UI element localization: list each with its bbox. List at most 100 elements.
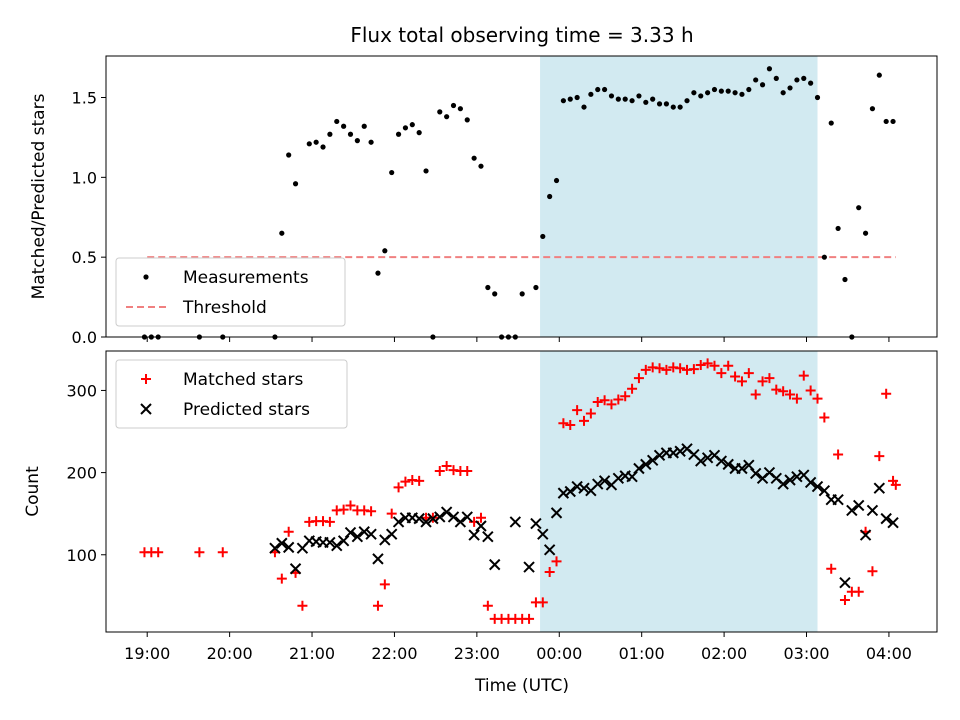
matched-stars-point xyxy=(475,512,486,523)
matched-stars-point xyxy=(283,526,294,537)
x-tick-label: 19:00 xyxy=(124,644,170,663)
star-count-panel: 100 200 300 19:00 20:00 21:00 22:00 23:00 00:00 0… xyxy=(23,350,938,663)
matched-stars-point xyxy=(386,508,397,519)
measurement-point xyxy=(540,233,546,240)
measurement-point xyxy=(773,75,779,81)
x-tick-label: 02:00 xyxy=(701,644,747,663)
predicted-stars-point xyxy=(509,516,522,528)
predicted-stars-point xyxy=(440,506,453,518)
predicted-stars-point xyxy=(695,455,707,467)
measurement-point xyxy=(471,155,477,161)
predicted-stars-point xyxy=(646,454,659,466)
measurement-point xyxy=(876,72,882,78)
predicted-stars-point xyxy=(804,476,817,489)
matched-stars-point xyxy=(441,461,452,472)
y-tick-label: 0.0 xyxy=(72,328,97,347)
legend: Measurements Threshold xyxy=(115,257,346,327)
predicted-stars-point xyxy=(365,528,377,540)
predicted-stars-point xyxy=(358,526,370,538)
measurement-point xyxy=(533,284,539,291)
measurement-point xyxy=(292,181,299,187)
measurement-point xyxy=(368,139,374,145)
predicted-stars-point xyxy=(832,494,844,506)
predicted-stars-point xyxy=(489,558,501,571)
matched-stars-point xyxy=(482,600,493,611)
matched-stars-point xyxy=(324,516,335,527)
matched-stars-point xyxy=(379,579,390,590)
matched-stars-point xyxy=(599,395,610,406)
predicted-stars-point xyxy=(523,561,535,573)
matched-stars-point xyxy=(812,393,823,404)
predicted-stars-point xyxy=(413,512,425,525)
matched-stars-point xyxy=(524,613,535,624)
predicted-stars-point xyxy=(392,516,405,528)
matched-stars-point xyxy=(578,415,589,426)
x-tick-label: 23:00 xyxy=(454,644,500,663)
measurement-point xyxy=(725,88,731,94)
measurement-point xyxy=(437,109,443,115)
x-tick-label: 00:00 xyxy=(536,644,582,663)
measurement-point xyxy=(395,131,402,137)
measurement-point xyxy=(890,118,896,125)
matched-stars-point xyxy=(217,547,228,558)
measurement-point xyxy=(835,225,841,232)
matched-stars-point xyxy=(881,388,892,399)
measurement-point xyxy=(306,141,312,147)
measurement-point xyxy=(636,93,642,99)
predicted-stars-point xyxy=(852,499,865,512)
matched-stars-point xyxy=(297,600,308,611)
matched-stars-point xyxy=(141,374,151,384)
measurement-point xyxy=(588,91,594,97)
measurement-point xyxy=(814,94,821,101)
matched-stars-point xyxy=(736,376,747,387)
matched-stars-point xyxy=(414,475,425,486)
predicted-stars-point xyxy=(859,529,872,541)
matched-stars-point xyxy=(709,360,720,371)
measurement-point xyxy=(574,94,580,101)
y-axis-label: Matched/Predicted stars xyxy=(29,93,49,299)
measurement-point xyxy=(389,169,395,176)
measurement-point xyxy=(677,104,683,110)
measurement-point xyxy=(869,106,876,112)
matched-stars-point xyxy=(565,419,576,430)
measurement-point xyxy=(375,270,381,276)
measurement-point xyxy=(739,91,745,97)
matched-stars-point xyxy=(757,376,768,387)
predicted-stars-point xyxy=(475,520,487,532)
measurement-point xyxy=(883,118,889,125)
measurement-point xyxy=(718,88,724,94)
predicted-stars-point xyxy=(530,517,542,530)
x-tick-label: 01:00 xyxy=(619,644,665,663)
matched-stars-point xyxy=(434,465,445,476)
measurement-point xyxy=(787,85,793,91)
matched-stars-point xyxy=(805,385,816,396)
matched-stars-point xyxy=(867,566,878,577)
measurement-point xyxy=(862,230,869,236)
matched-stars-point xyxy=(890,479,901,490)
legend-label: Matched stars xyxy=(183,370,303,390)
predicted-stars-point xyxy=(331,540,343,552)
predicted-stars-point xyxy=(880,512,892,525)
measurement-point xyxy=(643,99,649,105)
predicted-stars-point xyxy=(749,467,762,480)
matched-stars-point xyxy=(716,368,727,379)
measurement-point xyxy=(842,276,848,283)
matched-stars-point xyxy=(785,389,796,400)
measurement-point xyxy=(361,123,367,129)
measurement-point xyxy=(821,254,827,260)
measurement-point xyxy=(492,291,498,297)
matched-stars-point xyxy=(592,396,603,407)
matched-stars-point xyxy=(675,363,686,374)
matched-stars-point xyxy=(833,449,844,460)
predicted-stars-point xyxy=(839,576,851,589)
predicted-stars-point xyxy=(811,480,824,493)
measurement-point xyxy=(759,82,766,88)
predicted-stars-point xyxy=(269,542,281,554)
matched-stars-point xyxy=(702,358,713,369)
matched-stars-point xyxy=(798,370,809,381)
matched-stars-point xyxy=(276,573,287,584)
predicted-stars-point xyxy=(543,544,556,556)
matched-stars-point xyxy=(194,547,205,558)
predicted-stars-point xyxy=(667,447,679,459)
measurement-point xyxy=(519,291,525,297)
